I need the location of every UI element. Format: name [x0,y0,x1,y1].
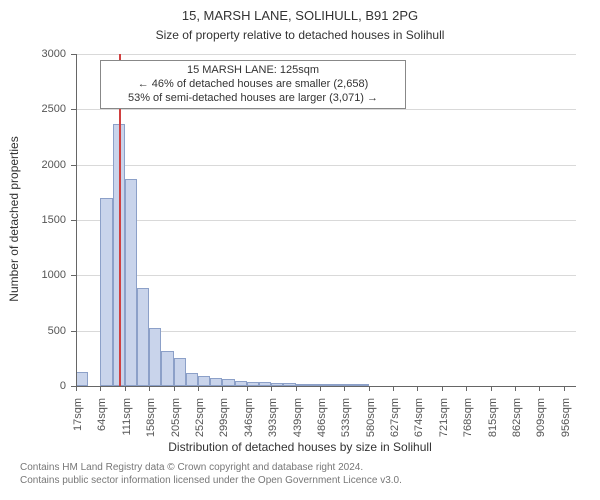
histogram-bar [161,351,173,386]
x-tick-label: 533sqm [340,398,352,448]
x-tick-mark [296,386,297,391]
info-box-line: ← 46% of detached houses are smaller (2,… [107,78,399,92]
x-tick-label: 721sqm [438,398,450,448]
x-tick-mark [564,386,565,391]
x-tick-label: 486sqm [316,398,328,448]
x-tick-label: 580sqm [365,398,377,448]
histogram-chart: 15, MARSH LANE, SOLIHULL, B91 2PG Size o… [0,0,600,500]
x-tick-mark [222,386,223,391]
x-tick-label: 346sqm [243,398,255,448]
histogram-bar [222,379,234,386]
histogram-bar [186,373,198,386]
y-tick-label: 2000 [26,159,66,171]
histogram-bar [149,328,161,386]
histogram-bar [198,376,210,387]
x-tick-mark [271,386,272,391]
x-tick-label: 299sqm [218,398,230,448]
x-tick-mark [442,386,443,391]
histogram-bar [100,198,112,386]
x-tick-mark [369,386,370,391]
footer-line: Contains public sector information licen… [20,475,590,488]
y-axis-line [76,54,77,386]
x-tick-mark [100,386,101,391]
y-axis-title: Number of detached properties [7,119,21,319]
y-tick-label: 1000 [26,269,66,281]
x-tick-label: 205sqm [170,398,182,448]
info-box-line: 53% of semi-detached houses are larger (… [107,92,399,106]
histogram-bar [210,378,222,386]
x-tick-mark [539,386,540,391]
y-tick-label: 3000 [26,48,66,60]
x-tick-mark [174,386,175,391]
x-tick-mark [491,386,492,391]
y-tick-label: 500 [26,325,66,337]
x-tick-mark [417,386,418,391]
x-tick-label: 862sqm [511,398,523,448]
x-tick-mark [125,386,126,391]
histogram-bar [76,372,88,386]
x-tick-mark [320,386,321,391]
x-tick-mark [466,386,467,391]
grid-line [76,109,576,110]
y-tick-label: 2500 [26,103,66,115]
x-tick-label: 111sqm [121,398,133,448]
chart-title-line2: Size of property relative to detached ho… [0,28,600,42]
histogram-bar [174,358,186,386]
histogram-bar [137,288,149,386]
histogram-bar [125,179,137,386]
y-tick-label: 1500 [26,214,66,226]
x-tick-mark [344,386,345,391]
x-tick-mark [76,386,77,391]
chart-title-line1: 15, MARSH LANE, SOLIHULL, B91 2PG [0,8,600,23]
grid-line [76,220,576,221]
x-tick-label: 815sqm [487,398,499,448]
x-tick-mark [198,386,199,391]
grid-line [76,54,576,55]
info-box: 15 MARSH LANE: 125sqm← 46% of detached h… [100,60,406,109]
x-tick-mark [515,386,516,391]
x-tick-label: 674sqm [413,398,425,448]
x-tick-label: 393sqm [267,398,279,448]
x-tick-mark [393,386,394,391]
footer-attribution: Contains HM Land Registry data © Crown c… [20,462,590,487]
x-tick-label: 64sqm [96,398,108,448]
x-axis-line [76,386,576,387]
x-tick-label: 956sqm [560,398,572,448]
info-box-line: 15 MARSH LANE: 125sqm [107,64,399,78]
x-tick-label: 909sqm [535,398,547,448]
x-tick-label: 768sqm [462,398,474,448]
x-tick-label: 17sqm [72,398,84,448]
x-tick-label: 252sqm [194,398,206,448]
y-tick-label: 0 [26,380,66,392]
footer-line: Contains HM Land Registry data © Crown c… [20,462,590,475]
x-tick-label: 158sqm [145,398,157,448]
x-tick-label: 439sqm [292,398,304,448]
grid-line [76,275,576,276]
grid-line [76,165,576,166]
x-tick-mark [149,386,150,391]
x-tick-label: 627sqm [389,398,401,448]
x-tick-mark [247,386,248,391]
